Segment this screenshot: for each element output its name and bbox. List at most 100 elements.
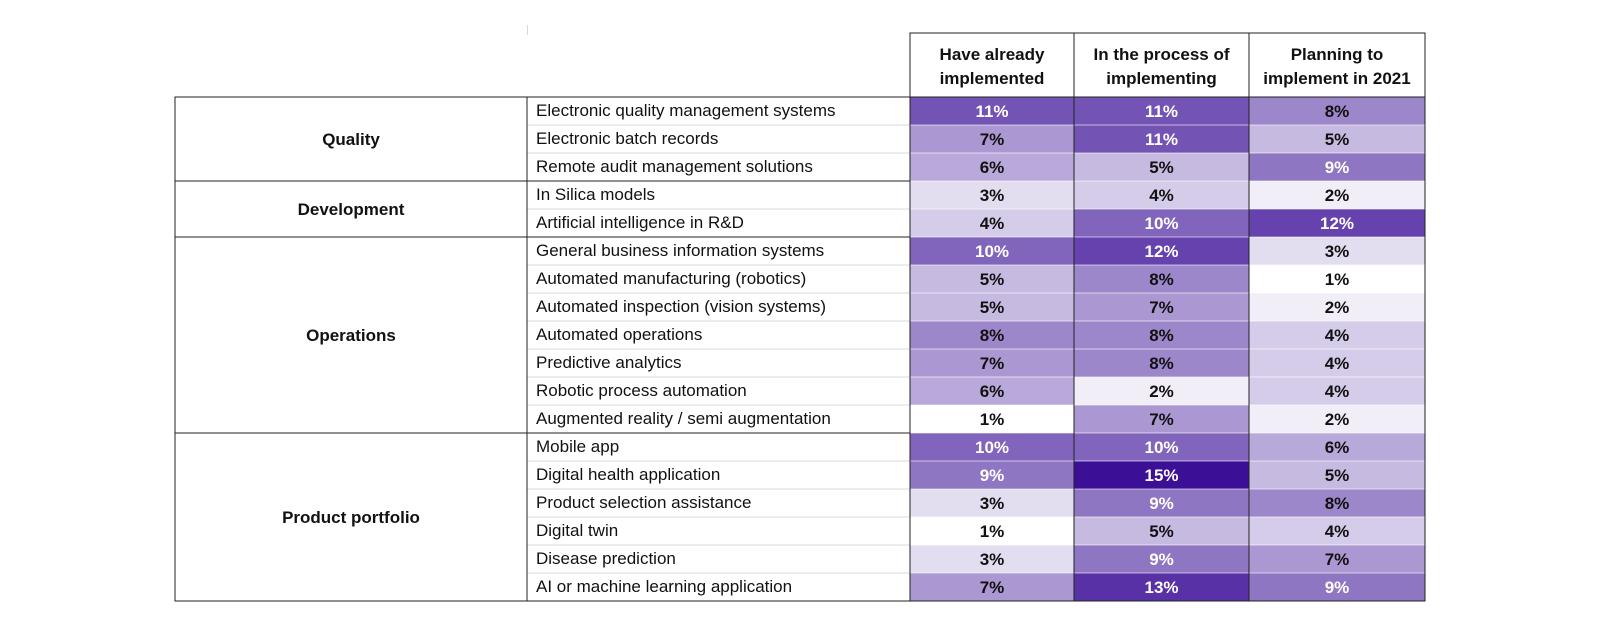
cell-value: 5% — [980, 270, 1005, 289]
row-label: Automated manufacturing (robotics) — [536, 269, 806, 288]
cell-value: 7% — [980, 130, 1005, 149]
column-header-box — [909, 32, 1426, 98]
row-label: In Silica models — [536, 185, 655, 204]
cell-value: 7% — [1325, 550, 1350, 569]
cell-value: 5% — [980, 298, 1005, 317]
heat-cell — [1074, 321, 1249, 349]
row-label: Robotic process automation — [536, 381, 747, 400]
heat-cell — [1074, 265, 1249, 293]
cell-value: 12% — [1144, 242, 1178, 261]
cell-value: 15% — [1144, 466, 1178, 485]
heat-cell — [1249, 489, 1425, 517]
heat-cell — [910, 573, 1074, 601]
row-label: Electronic batch records — [536, 129, 718, 148]
heat-cell — [1074, 209, 1249, 237]
decorative-tick — [527, 25, 528, 35]
heat-cell — [1074, 545, 1249, 573]
cell-value: 2% — [1325, 186, 1350, 205]
cell-value: 9% — [1325, 158, 1350, 177]
heat-cell — [1074, 433, 1249, 461]
cell-value: 2% — [1325, 410, 1350, 429]
row-label: Automated inspection (vision systems) — [536, 297, 826, 316]
heat-cell — [1249, 153, 1425, 181]
heat-cell — [910, 237, 1074, 265]
cell-value: 7% — [980, 354, 1005, 373]
heat-cell — [910, 349, 1074, 377]
cell-value: 8% — [980, 326, 1005, 345]
column-header-3-line-2: implement in 2021 — [1263, 69, 1410, 88]
row-label: Disease prediction — [536, 549, 676, 568]
heat-cell — [1249, 209, 1425, 237]
cell-value: 4% — [1149, 186, 1174, 205]
heat-cell — [1249, 461, 1425, 489]
cell-value: 4% — [980, 214, 1005, 233]
row-label: Automated operations — [536, 325, 702, 344]
cell-value: 10% — [1144, 214, 1178, 233]
heat-cell — [1249, 125, 1425, 153]
heat-cell — [1249, 97, 1425, 125]
cell-value: 13% — [1144, 578, 1178, 597]
heat-cell — [1074, 97, 1249, 125]
heat-cell — [910, 545, 1074, 573]
heat-cell — [1249, 293, 1425, 321]
heat-cell — [1074, 237, 1249, 265]
cell-value: 8% — [1149, 326, 1174, 345]
group-label: Development — [298, 200, 405, 219]
cell-value: 3% — [980, 494, 1005, 513]
column-header-1-line-1: Have already — [940, 45, 1045, 64]
cell-value: 6% — [980, 382, 1005, 401]
cell-value: 11% — [1145, 102, 1178, 121]
row-label: Mobile app — [536, 437, 619, 456]
heat-cell — [1249, 321, 1425, 349]
heat-cell — [1249, 349, 1425, 377]
heat-cell — [1074, 489, 1249, 517]
heat-cell — [1249, 237, 1425, 265]
heat-cell — [1249, 545, 1425, 573]
heat-cell — [1249, 377, 1425, 405]
group-label: Product portfolio — [282, 508, 420, 527]
row-label: Digital health application — [536, 465, 720, 484]
cell-value: 9% — [1149, 494, 1174, 513]
heat-cell — [910, 321, 1074, 349]
cell-value: 10% — [975, 242, 1009, 261]
cell-value: 5% — [1149, 158, 1174, 177]
cell-value: 9% — [1325, 578, 1350, 597]
cell-value: 12% — [1320, 214, 1354, 233]
column-header-2-line-1: In the process of — [1093, 45, 1229, 64]
heat-cell — [1074, 181, 1249, 209]
cell-value: 6% — [1325, 438, 1350, 457]
heat-cell — [1074, 405, 1249, 433]
heat-cell — [1074, 573, 1249, 601]
column-header-1-line-2: implemented — [940, 69, 1045, 88]
heat-cell — [1074, 153, 1249, 181]
cell-value: 1% — [980, 522, 1005, 541]
cell-value: 10% — [1144, 438, 1178, 457]
row-label: Predictive analytics — [536, 353, 682, 372]
cell-value: 4% — [1325, 354, 1350, 373]
cell-value: 5% — [1325, 466, 1350, 485]
cell-value: 4% — [1325, 326, 1350, 345]
cell-value: 4% — [1325, 522, 1350, 541]
heat-cell — [1249, 405, 1425, 433]
cell-value: 11% — [975, 102, 1008, 121]
heat-cell — [1074, 349, 1249, 377]
heat-cell — [1074, 517, 1249, 545]
cell-value: 5% — [1149, 522, 1174, 541]
cell-value: 2% — [1149, 382, 1174, 401]
column-header-3-line-1: Planning to — [1291, 45, 1384, 64]
group-label: Operations — [306, 326, 396, 345]
cell-value: 7% — [1149, 298, 1174, 317]
cell-value: 9% — [1149, 550, 1174, 569]
row-label: Remote audit management solutions — [536, 157, 813, 176]
cell-value: 8% — [1149, 354, 1174, 373]
row-label: Artificial intelligence in R&D — [536, 213, 744, 232]
row-label: Digital twin — [536, 521, 618, 540]
heat-cell — [910, 181, 1074, 209]
cell-value: 2% — [1325, 298, 1350, 317]
cell-value: 4% — [1325, 382, 1350, 401]
heat-cell — [910, 265, 1074, 293]
heat-cell — [910, 97, 1074, 125]
row-label: Augmented reality / semi augmentation — [536, 409, 831, 428]
heat-cell — [1074, 461, 1249, 489]
heat-cell — [910, 433, 1074, 461]
